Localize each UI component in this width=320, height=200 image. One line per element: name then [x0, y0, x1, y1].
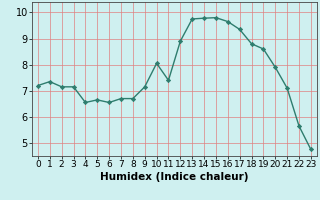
X-axis label: Humidex (Indice chaleur): Humidex (Indice chaleur) — [100, 172, 249, 182]
